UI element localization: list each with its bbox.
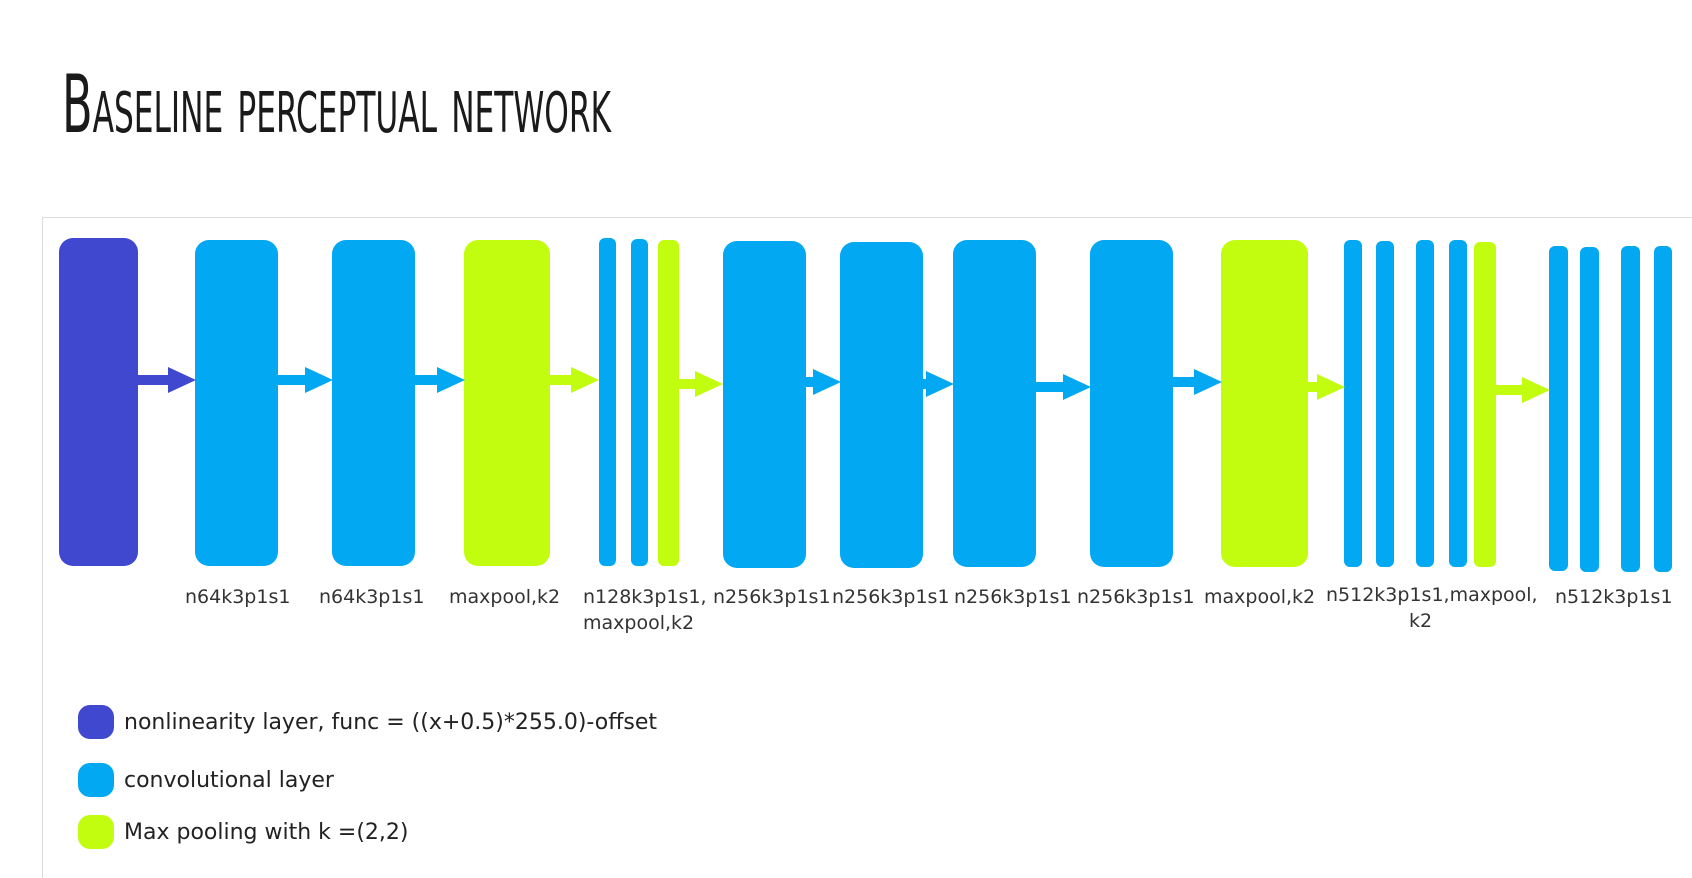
- layer-label: n512k3p1s1: [1555, 586, 1673, 608]
- conv-block: [840, 242, 923, 568]
- conv-block: [1416, 240, 1434, 567]
- layer-label: n256k3p1s1: [832, 586, 950, 608]
- conv-block: [1344, 240, 1362, 567]
- layer-label: n256k3p1s1: [954, 586, 1072, 608]
- conv-block: [1654, 246, 1672, 572]
- flow-arrow: [1306, 374, 1345, 400]
- legend-item-nonlinearity: nonlinearity layer, func = ((x+0.5)*255.…: [78, 705, 657, 739]
- legend-swatch: [78, 815, 114, 849]
- conv-block: [1449, 240, 1467, 567]
- diagram-frame: [42, 217, 1692, 878]
- conv-block: [953, 240, 1036, 567]
- flow-arrow: [804, 369, 841, 395]
- layer-label: maxpool,k2: [1204, 586, 1316, 608]
- layer-label: n64k3p1s1: [185, 586, 291, 608]
- legend-label: Max pooling with k =(2,2): [124, 819, 409, 845]
- layer-label: n128k3p1s1,: [583, 586, 707, 608]
- conv-block: [599, 238, 616, 566]
- pool-block: [1221, 240, 1308, 567]
- layer-label: k2: [1409, 610, 1433, 632]
- pool-block: [1474, 242, 1496, 567]
- page-title: Baseline perceptual network: [62, 58, 612, 151]
- conv-block: [1376, 241, 1394, 567]
- conv-block: [1580, 247, 1599, 572]
- flow-arrow: [677, 371, 723, 397]
- pool-block: [464, 240, 550, 566]
- legend-item-pool: Max pooling with k =(2,2): [78, 815, 408, 849]
- flow-arrow: [1495, 377, 1550, 403]
- flow-arrow: [1034, 374, 1091, 400]
- flow-arrow: [921, 371, 954, 397]
- legend-item-conv: convolutional layer: [78, 763, 334, 797]
- layer-label: n64k3p1s1: [319, 586, 425, 608]
- flow-arrow: [413, 367, 465, 393]
- conv-block: [631, 239, 648, 566]
- conv-block: [723, 241, 806, 568]
- conv-block: [1090, 240, 1173, 567]
- legend-swatch: [78, 763, 114, 797]
- layer-label: n256k3p1s1: [1077, 586, 1195, 608]
- conv-block: [1621, 246, 1640, 572]
- nonlinearity-block: [59, 238, 138, 566]
- flow-arrow: [548, 367, 599, 393]
- pool-block: [658, 240, 679, 566]
- flow-arrow: [276, 367, 333, 393]
- legend-label: convolutional layer: [124, 767, 334, 793]
- layer-label: n512k3p1s1,maxpool,: [1326, 584, 1538, 606]
- flow-arrow: [1171, 369, 1222, 395]
- layer-label: n256k3p1s1: [713, 586, 831, 608]
- flow-arrow: [136, 367, 196, 393]
- layer-label: maxpool,k2: [583, 612, 695, 634]
- layer-label: maxpool,k2: [449, 586, 561, 608]
- conv-block: [1549, 246, 1568, 571]
- legend-swatch: [78, 705, 114, 739]
- conv-block: [332, 240, 415, 566]
- legend-label: nonlinearity layer, func = ((x+0.5)*255.…: [124, 709, 657, 735]
- conv-block: [195, 240, 278, 566]
